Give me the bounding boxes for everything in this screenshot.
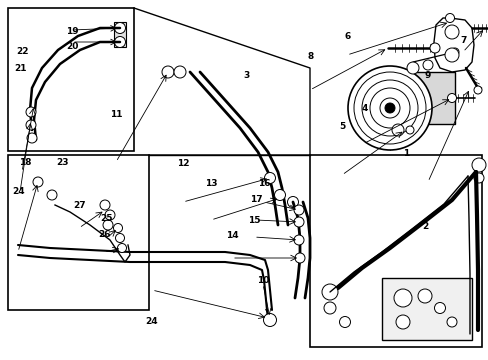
- Bar: [8, 155, 149, 310]
- Text: 12: 12: [177, 159, 189, 168]
- Text: 16: 16: [257, 179, 270, 188]
- Text: 1: 1: [402, 149, 408, 158]
- Text: 18: 18: [19, 158, 32, 167]
- Text: 13: 13: [204, 179, 217, 188]
- Text: 9: 9: [424, 71, 430, 80]
- Text: 27: 27: [73, 201, 85, 210]
- Text: 15: 15: [247, 216, 260, 225]
- Text: 6: 6: [344, 32, 349, 41]
- Circle shape: [391, 124, 403, 136]
- Circle shape: [114, 36, 125, 48]
- Circle shape: [117, 243, 126, 252]
- Circle shape: [162, 66, 174, 78]
- Text: 24: 24: [145, 317, 158, 325]
- Circle shape: [361, 80, 417, 136]
- Text: 2: 2: [422, 222, 427, 231]
- Circle shape: [105, 210, 115, 220]
- Circle shape: [293, 217, 304, 227]
- Circle shape: [293, 205, 304, 215]
- Circle shape: [369, 88, 409, 128]
- Circle shape: [406, 62, 418, 74]
- Circle shape: [444, 25, 458, 39]
- Text: 24: 24: [12, 187, 25, 196]
- Circle shape: [471, 158, 485, 172]
- Circle shape: [422, 60, 432, 70]
- Circle shape: [353, 72, 425, 144]
- Circle shape: [103, 220, 113, 230]
- Text: 26: 26: [98, 230, 110, 239]
- Circle shape: [287, 197, 298, 207]
- Text: 5: 5: [339, 122, 345, 131]
- Circle shape: [47, 190, 57, 200]
- Text: 8: 8: [307, 53, 313, 62]
- Circle shape: [100, 200, 110, 210]
- Text: 11: 11: [109, 110, 122, 119]
- Circle shape: [444, 48, 458, 62]
- Text: 20: 20: [66, 42, 79, 51]
- Text: 7: 7: [459, 36, 466, 45]
- Circle shape: [446, 317, 456, 327]
- Circle shape: [379, 98, 399, 118]
- Circle shape: [445, 14, 453, 23]
- Circle shape: [434, 302, 445, 314]
- Circle shape: [115, 234, 124, 243]
- Circle shape: [33, 177, 43, 187]
- Circle shape: [324, 302, 335, 314]
- Circle shape: [274, 189, 285, 201]
- Circle shape: [263, 314, 276, 327]
- Text: 3: 3: [244, 71, 249, 80]
- Bar: [8, 8, 134, 151]
- Circle shape: [26, 120, 36, 130]
- Circle shape: [114, 23, 125, 33]
- Circle shape: [27, 133, 37, 143]
- Text: 19: 19: [66, 27, 79, 36]
- Text: 14: 14: [225, 231, 238, 240]
- Circle shape: [321, 284, 337, 300]
- Circle shape: [293, 235, 304, 245]
- Text: 23: 23: [56, 158, 69, 167]
- Text: 4: 4: [360, 104, 367, 113]
- Circle shape: [384, 103, 394, 113]
- Bar: [114, 22, 126, 47]
- Circle shape: [473, 86, 481, 94]
- Circle shape: [393, 289, 411, 307]
- Circle shape: [339, 316, 350, 328]
- Circle shape: [26, 107, 36, 117]
- Circle shape: [174, 66, 185, 78]
- Circle shape: [395, 315, 409, 329]
- Bar: [399, 72, 454, 124]
- Circle shape: [450, 48, 458, 56]
- Bar: [381, 278, 471, 340]
- Bar: [309, 155, 481, 347]
- Text: 17: 17: [250, 195, 263, 204]
- Circle shape: [429, 43, 439, 53]
- Circle shape: [405, 126, 413, 134]
- Circle shape: [447, 94, 456, 103]
- Circle shape: [417, 289, 431, 303]
- Circle shape: [473, 173, 483, 183]
- Circle shape: [347, 66, 431, 150]
- Text: 22: 22: [16, 47, 28, 56]
- Text: 25: 25: [100, 215, 113, 223]
- Circle shape: [294, 253, 305, 263]
- Circle shape: [113, 224, 122, 233]
- Circle shape: [264, 172, 275, 184]
- Text: 21: 21: [14, 64, 27, 73]
- Text: 10: 10: [256, 276, 269, 284]
